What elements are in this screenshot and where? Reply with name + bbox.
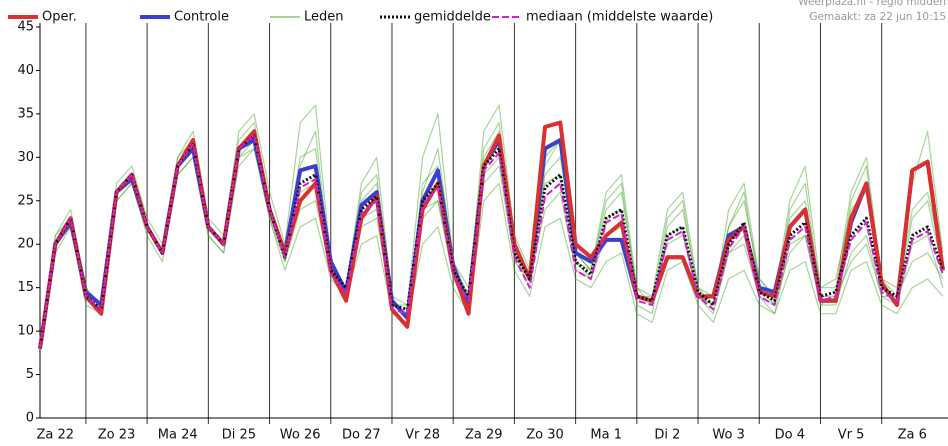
y-tick-label: 0 xyxy=(26,411,34,426)
x-tick-label: Wo 3 xyxy=(712,428,744,443)
legend-label: Controle xyxy=(174,10,229,25)
y-tick-label: 30 xyxy=(17,150,34,165)
y-tick-label: 45 xyxy=(17,20,34,35)
x-tick-label: Za 29 xyxy=(465,428,503,443)
x-tick-label: Ma 24 xyxy=(158,428,198,443)
series-line xyxy=(38,120,945,349)
y-tick-label: 40 xyxy=(17,63,34,78)
created: Gemaakt: za 22 jun 10:15 xyxy=(809,11,946,23)
x-tick-label: Wo 26 xyxy=(280,428,321,443)
y-tick-label: 35 xyxy=(17,106,34,121)
x-tick-label: Za 6 xyxy=(898,428,927,443)
x-tick-label: Di 25 xyxy=(222,428,256,443)
series-line xyxy=(39,104,944,349)
y-tick-label: 25 xyxy=(17,193,34,208)
x-tick-label: Zo 30 xyxy=(526,428,564,443)
y-tick-label: 5 xyxy=(26,367,34,382)
legend-label: Leden xyxy=(304,10,344,25)
y-tick-label: 10 xyxy=(17,324,34,339)
x-tick-label: Vr 5 xyxy=(838,428,865,443)
source: Weerplaza.nl - regio midden xyxy=(798,0,946,8)
y-tick-label: 15 xyxy=(17,280,34,295)
x-tick-label: Do 27 xyxy=(342,428,381,443)
x-tick-label: Ma 1 xyxy=(590,428,622,443)
legend-label: mediaan (middelste waarde) xyxy=(526,10,713,25)
series-line xyxy=(39,148,944,349)
x-tick-label: Za 22 xyxy=(37,428,75,443)
legend-label: gemiddelde xyxy=(414,10,491,25)
x-tick-label: Do 4 xyxy=(775,428,805,443)
x-tick-label: Zo 23 xyxy=(98,428,136,443)
x-tick-label: Vr 28 xyxy=(405,428,440,443)
x-tick-label: Di 2 xyxy=(654,428,680,443)
series-line xyxy=(39,134,944,349)
series-line xyxy=(39,148,944,349)
plot-area xyxy=(38,104,945,349)
legend-label: Oper. xyxy=(42,10,77,25)
y-tick-label: 20 xyxy=(17,237,34,252)
